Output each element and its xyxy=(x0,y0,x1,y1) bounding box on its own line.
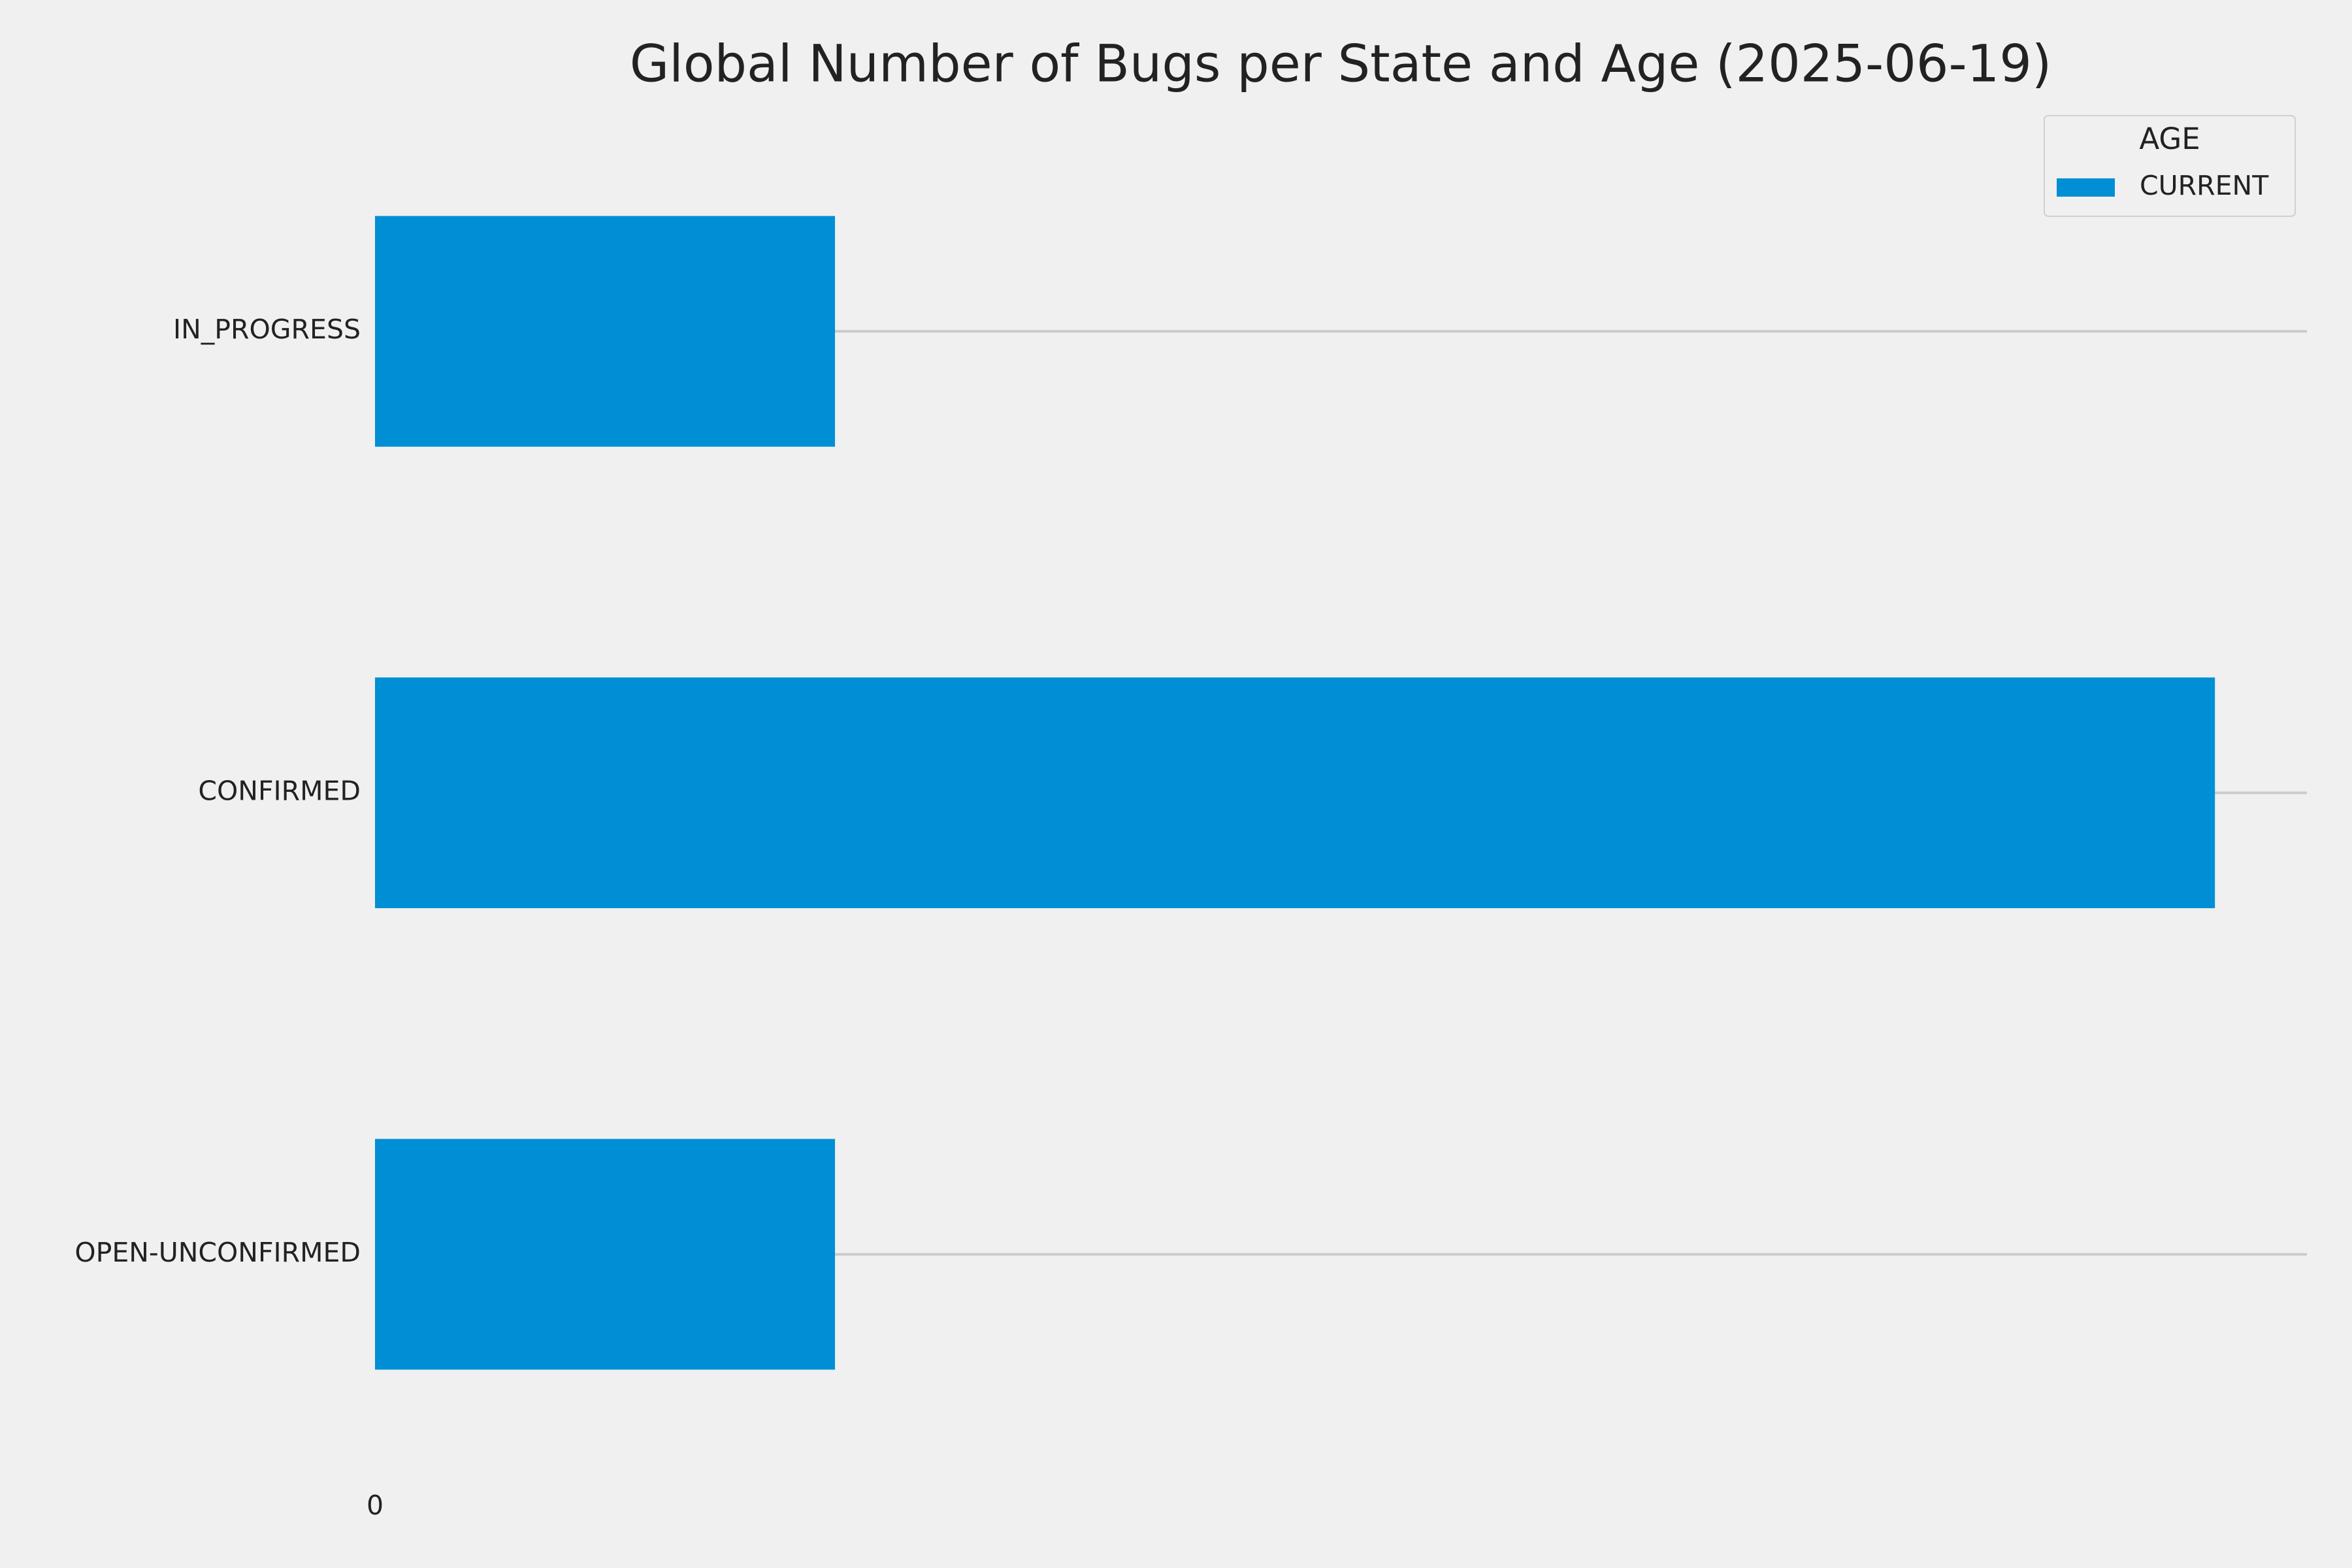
x-tick-label: 0 xyxy=(367,1490,384,1521)
legend-swatch xyxy=(2057,178,2115,197)
y-tick-label: IN_PROGRESS xyxy=(173,314,361,345)
bar xyxy=(375,216,836,447)
y-tick-label: OPEN-UNCONFIRMED xyxy=(74,1237,361,1268)
chart-title: Global Number of Bugs per State and Age … xyxy=(630,35,2052,93)
bar xyxy=(375,1139,836,1370)
legend-label: CURRENT xyxy=(2140,170,2269,201)
bar xyxy=(375,677,2215,909)
legend-title: AGE xyxy=(2139,122,2200,156)
y-tick-label: CONFIRMED xyxy=(198,776,361,807)
